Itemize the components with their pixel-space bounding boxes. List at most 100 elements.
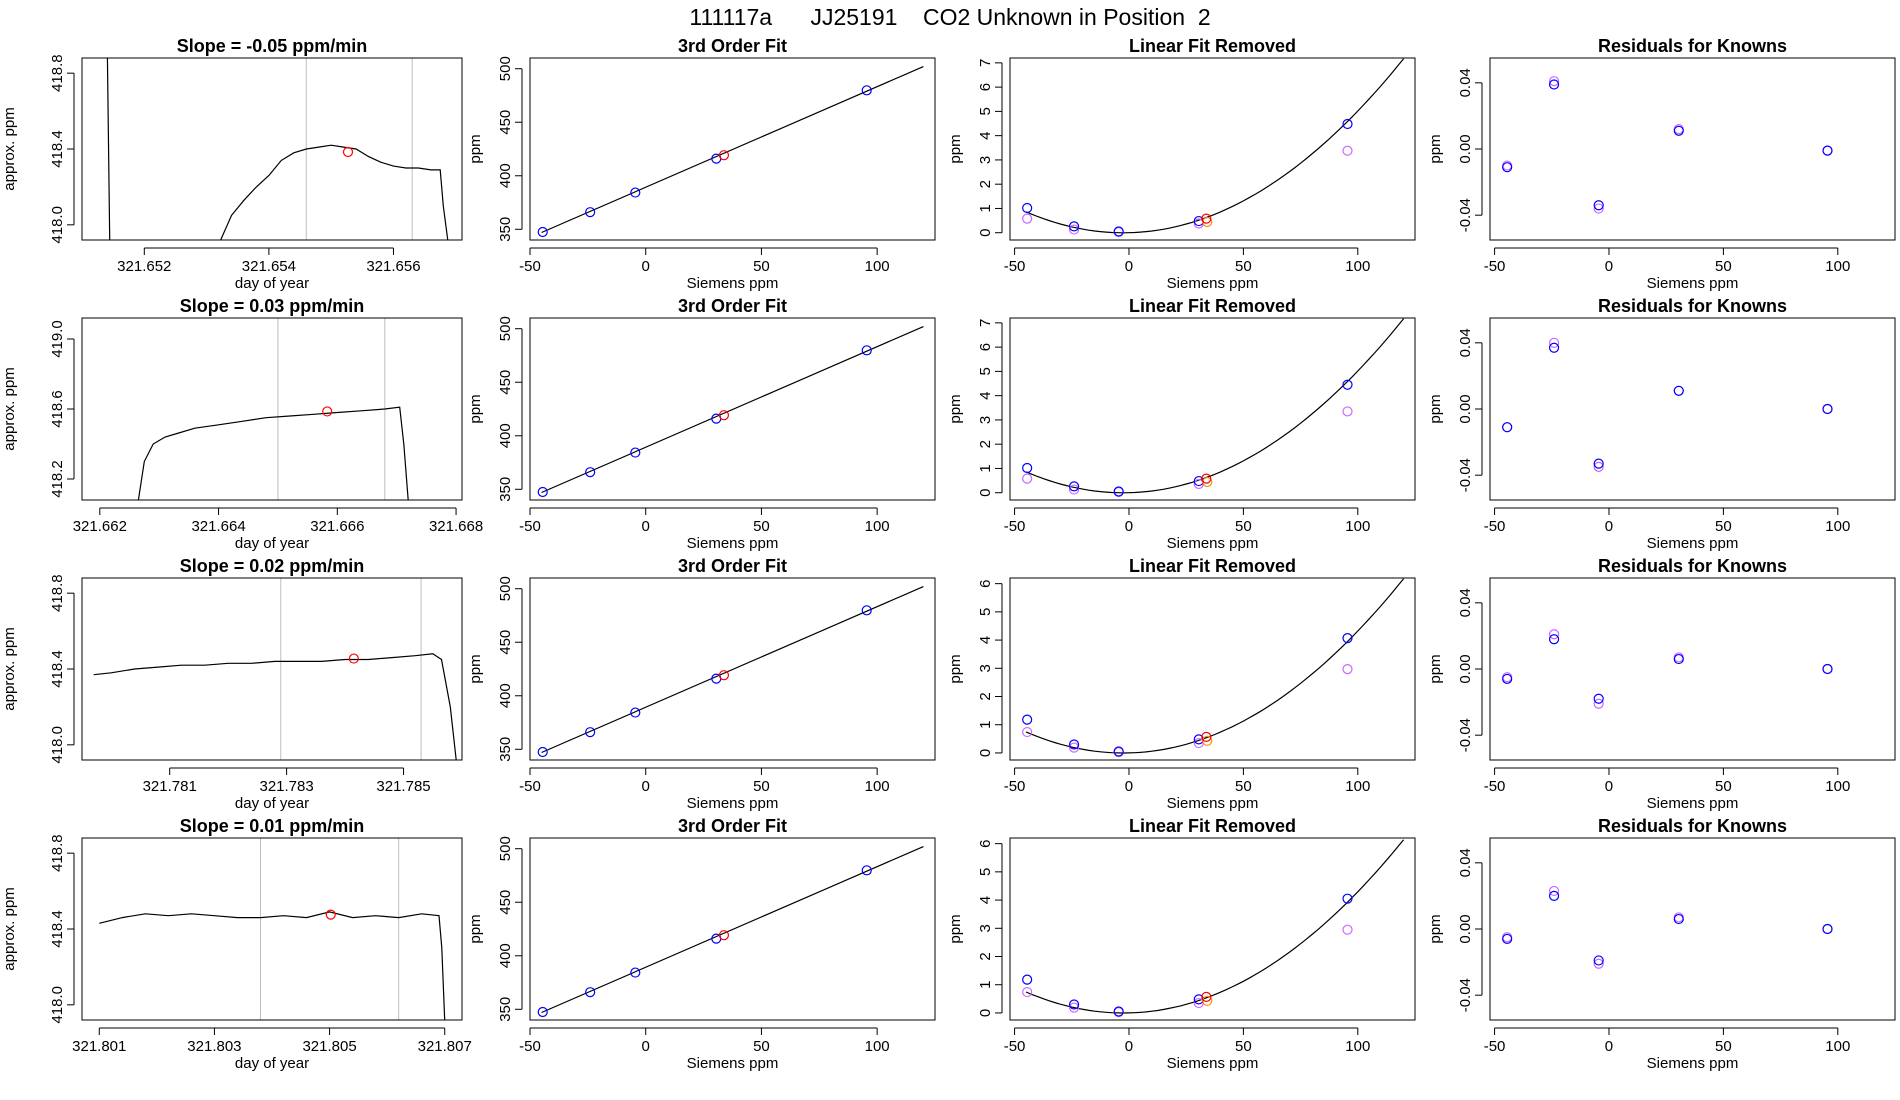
y-tick-label: 0 — [977, 489, 994, 497]
x-tick-label: 0 — [1125, 778, 1133, 795]
unknown-point — [718, 410, 730, 421]
x-tick-label: -50 — [519, 778, 541, 795]
y-tick-label: 0 — [977, 1009, 994, 1017]
x-tick-label: -50 — [1484, 778, 1506, 795]
residual-point-a — [1548, 79, 1560, 90]
residual-point-a — [1673, 385, 1684, 396]
known-raw-point — [1068, 224, 1080, 235]
x-axis-label: day of year — [235, 1055, 309, 1072]
y-tick-label: 0.04 — [1457, 588, 1474, 617]
x-tick-label: -50 — [1004, 258, 1026, 275]
y-tick-label: 6 — [977, 343, 994, 351]
unknown-fit-point — [1201, 213, 1212, 224]
x-tick-label: 50 — [1715, 1038, 1732, 1055]
x-tick-label: 0 — [1605, 258, 1613, 275]
x-tick-label: 321.654 — [242, 258, 296, 275]
plot-area — [1502, 337, 1833, 473]
plot-area — [1022, 839, 1405, 1018]
panel-title: Residuals for Knowns — [1598, 556, 1787, 576]
x-tick-label: 0 — [1125, 258, 1133, 275]
y-tick-label: 350 — [497, 997, 514, 1022]
x-tick-label: 100 — [865, 778, 890, 795]
y-axis-label: ppm — [467, 134, 484, 163]
fit-curve — [541, 846, 924, 1014]
residual-point-a — [1822, 403, 1833, 415]
known-fit-point — [1068, 999, 1080, 1010]
y-tick-label: 0.00 — [1457, 134, 1474, 163]
y-tick-label: 0 — [977, 749, 994, 757]
x-axis-label: Siemens ppm — [1647, 535, 1739, 552]
known-point — [861, 865, 872, 876]
known-point — [585, 467, 596, 478]
x-tick-label: 100 — [865, 1038, 890, 1055]
y-tick-label: -0.04 — [1457, 718, 1474, 752]
panel-1-1: 3rd Order Fit -50 0 50 100 Siemens ppm 350 400 4… — [467, 296, 936, 552]
y-tick-label: 1 — [977, 981, 994, 989]
x-tick-label: 0 — [642, 1038, 650, 1055]
residual-point-a — [1502, 422, 1513, 433]
x-tick-label: 100 — [1825, 258, 1850, 275]
axes-box — [529, 317, 936, 501]
y-tick-label: 4 — [977, 636, 994, 644]
plot-area — [137, 318, 409, 500]
residual-point-a — [1502, 933, 1513, 945]
known-raw-point — [1022, 473, 1033, 484]
y-tick-label: 418.0 — [49, 206, 66, 244]
y-tick-label: 419.0 — [49, 320, 66, 358]
plot-area — [1502, 76, 1833, 214]
y-tick-label: 1 — [977, 204, 994, 212]
axes-box — [81, 837, 463, 1021]
panel-0-3: Residuals for Knowns -50 0 50 100 Siemens ppm… — [1427, 36, 1896, 292]
panel-1-2: Linear Fit Removed -50 0 50 100 Siemens ppm 0 1… — [947, 296, 1416, 552]
unknown-mean-point — [322, 406, 333, 417]
x-axis-label: day of year — [235, 535, 309, 552]
fit-curve — [541, 326, 924, 494]
x-tick-label: -50 — [1004, 518, 1026, 535]
axes-box — [81, 317, 463, 501]
x-tick-label: 321.803 — [187, 1038, 241, 1055]
panel-title: Residuals for Knowns — [1598, 296, 1787, 316]
y-tick-label: 418.8 — [49, 834, 66, 872]
residual-point-b — [1593, 203, 1604, 214]
unknown-fit-point — [1201, 473, 1212, 484]
x-tick-label: 0 — [1605, 518, 1613, 535]
residual-point-a — [1593, 458, 1604, 469]
x-tick-label: 0 — [642, 258, 650, 275]
y-axis-label: ppm — [1427, 914, 1444, 943]
x-tick-label: 100 — [1345, 258, 1370, 275]
x-axis-label: Siemens ppm — [1167, 535, 1259, 552]
axes-box — [529, 577, 936, 761]
axes-box — [529, 57, 936, 241]
panel-title: Slope = 0.01 ppm/min — [180, 816, 365, 836]
unknown-mean-point — [325, 909, 336, 920]
y-tick-label: -0.04 — [1457, 978, 1474, 1012]
y-tick-label: -0.04 — [1457, 458, 1474, 492]
x-tick-label: 321.662 — [73, 518, 127, 535]
x-tick-label: 50 — [1235, 778, 1252, 795]
y-tick-label: 400 — [497, 423, 514, 448]
panel-title: Slope = -0.05 ppm/min — [177, 36, 368, 56]
known-fit-point — [1022, 714, 1033, 725]
timeseries-line — [99, 911, 446, 1020]
panel-2-1: 3rd Order Fit -50 0 50 100 Siemens ppm 350 400 4… — [467, 556, 936, 812]
y-tick-label: 350 — [497, 477, 514, 502]
panel-3-3: Residuals for Knowns -50 0 50 100 Siemens ppm… — [1427, 816, 1896, 1072]
timeseries-line — [137, 406, 409, 500]
y-tick-label: 5 — [977, 868, 994, 876]
known-fit-point — [1022, 974, 1033, 985]
unknown-raw-point — [1202, 735, 1213, 746]
unknown-point — [718, 930, 730, 941]
residual-point-b — [1548, 337, 1560, 348]
y-tick-label: 7 — [977, 59, 994, 67]
x-tick-label: 321.664 — [191, 518, 245, 535]
y-tick-label: -0.04 — [1457, 198, 1474, 232]
y-tick-label: 5 — [977, 367, 994, 375]
y-tick-label: 3 — [977, 416, 994, 424]
y-axis-label: approx. ppm — [1, 887, 18, 970]
known-point — [537, 1006, 548, 1018]
known-raw-point — [1022, 726, 1033, 738]
plot-area — [1022, 58, 1405, 238]
x-axis-label: Siemens ppm — [1647, 275, 1739, 292]
quadratic-curve — [1025, 318, 1405, 494]
